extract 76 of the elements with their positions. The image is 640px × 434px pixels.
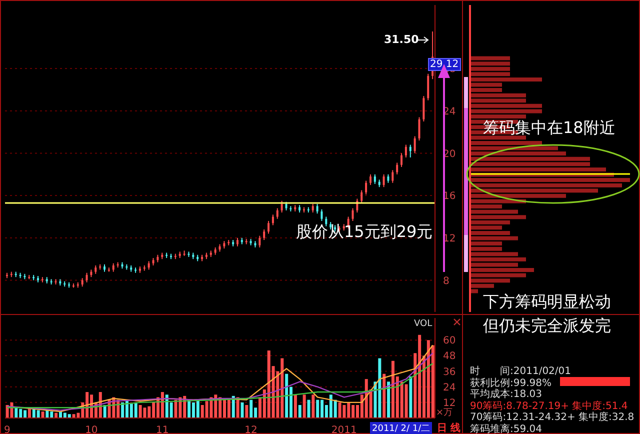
- candlestick: [316, 204, 318, 214]
- x-tick-label: 9: [4, 425, 10, 434]
- candlestick: [427, 73, 430, 101]
- candlestick: [86, 272, 88, 283]
- candlestick: [374, 174, 376, 184]
- text: 筹码堆离:59.04: [470, 422, 542, 434]
- annotation: 下方筹码明显松动: [483, 292, 611, 313]
- candlestick: [320, 208, 323, 222]
- candlestick: [352, 208, 354, 222]
- bar: [338, 402, 342, 418]
- text: 日 线: [437, 422, 460, 434]
- bar: [342, 405, 346, 418]
- candlestick: [258, 235, 261, 248]
- bar: [404, 384, 408, 418]
- text: 但仍未完全派发完: [483, 316, 611, 337]
- text: 90筹码:8.78-27.19+ 集中度:51.4: [470, 400, 628, 412]
- candlestick: [414, 136, 416, 154]
- bar: [134, 402, 138, 418]
- chart-title: VOL: [414, 319, 432, 329]
- y-tick-label: 12: [443, 398, 456, 409]
- bar: [312, 394, 315, 418]
- bar: [227, 400, 230, 418]
- y-axis-title: ×万: [436, 407, 453, 419]
- bar: [205, 401, 208, 418]
- bar: [382, 374, 386, 418]
- bar: [307, 400, 310, 418]
- y-tick-label: 60: [443, 336, 456, 347]
- bar: [250, 400, 253, 418]
- y-tick-label: 8: [443, 276, 450, 287]
- bar: [240, 402, 244, 418]
- candlestick: [409, 144, 412, 158]
- annotation: 31.50: [384, 33, 419, 46]
- bar: [285, 374, 288, 418]
- bar: [41, 412, 44, 418]
- bar: [298, 405, 302, 418]
- bar: [143, 408, 146, 418]
- bar: [387, 382, 390, 418]
- candlestick: [365, 180, 368, 195]
- bar: [294, 394, 297, 418]
- candlestick: [280, 200, 283, 213]
- line-series: [6, 362, 434, 408]
- x-tick-label: 11: [156, 425, 169, 434]
- annotation: 29.12: [428, 58, 461, 71]
- text: 2011/ 2/ 1/二: [370, 422, 432, 434]
- bar: [36, 410, 40, 418]
- y-tick-label: 48: [443, 351, 456, 362]
- candlestick: [404, 144, 407, 158]
- candlestick: [360, 190, 363, 204]
- bar: [409, 376, 412, 418]
- x-tick-label: 10: [85, 425, 98, 434]
- candlestick: [263, 228, 266, 241]
- y-tick-label: 36: [443, 366, 456, 378]
- candlestick: [418, 116, 420, 142]
- bar: [138, 405, 142, 418]
- y-tick-label: 24: [443, 382, 456, 394]
- candlestick: [369, 174, 372, 186]
- text: 平均成本:18.03: [470, 388, 542, 401]
- candlestick: [382, 174, 385, 188]
- candlestick: [422, 96, 425, 122]
- bar: [316, 400, 320, 418]
- text: 70筹码:12.31-24.32+ 集中度:32.8: [470, 410, 634, 424]
- text: 获利比例:99.98%: [470, 376, 552, 388]
- x-tick-label: 2011: [331, 425, 357, 434]
- bar: [302, 394, 306, 418]
- x-tick-label: 12: [244, 425, 258, 434]
- candlestick: [396, 162, 398, 175]
- candlestick: [272, 214, 274, 226]
- bar: [196, 400, 200, 418]
- annotation: 股价从15元到29元: [296, 222, 433, 243]
- text: 时 间:2011/02/01: [470, 364, 572, 378]
- bar: [245, 405, 248, 418]
- candlestick: [392, 170, 394, 184]
- bar: [14, 408, 18, 418]
- candlestick: [268, 220, 270, 234]
- candlestick: [400, 152, 403, 168]
- candlestick: [276, 208, 278, 220]
